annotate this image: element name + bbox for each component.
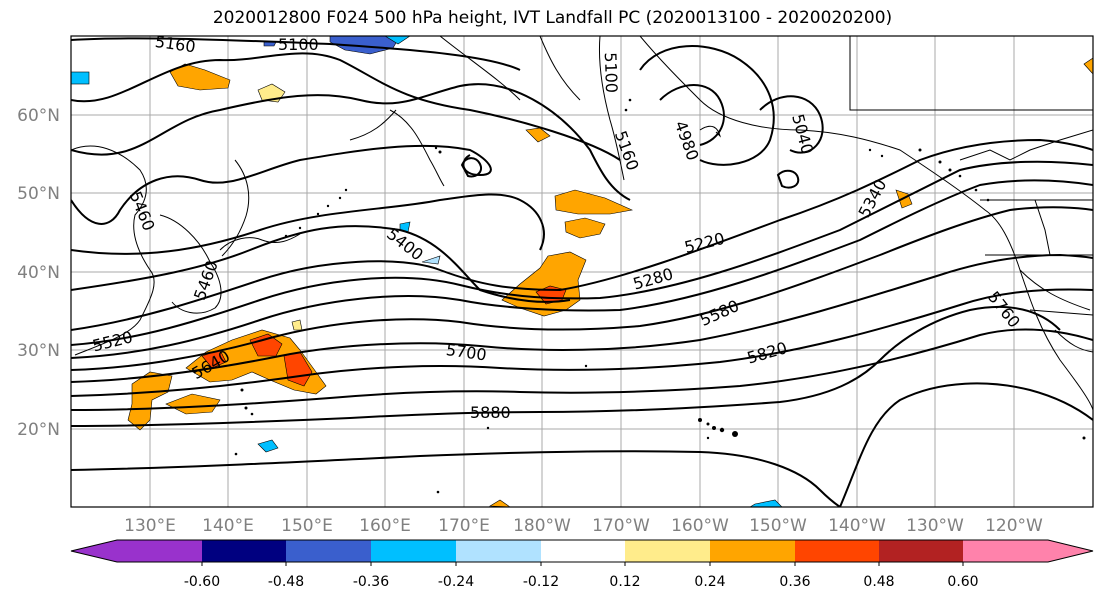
colorbar-segment [71, 540, 202, 562]
colorbar-segment [879, 540, 964, 562]
lon-tick-label: 130°W [906, 516, 964, 536]
colorbar: -0.60 -0.48 -0.36 -0.24 -0.12 0.12 0.24 … [70, 539, 1094, 590]
longitude-ticks: 130°E 140°E 150°E 160°E 170°E 180°W 170°… [124, 516, 1043, 536]
colorbar-segment [963, 540, 1093, 562]
colorbar-label: -0.48 [268, 574, 304, 590]
negative-patch [384, 36, 411, 45]
lon-tick-label: 150°E [281, 516, 333, 536]
colorbar-label: 0.48 [863, 574, 894, 590]
lat-tick-label: 20°N [17, 420, 60, 440]
lon-tick-label: 160°E [359, 516, 411, 536]
lat-tick-label: 60°N [17, 106, 60, 126]
negative-patch [257, 439, 279, 453]
height-contours [71, 37, 1093, 507]
lon-tick-label: 170°W [592, 516, 650, 536]
colorbar-segment [710, 540, 796, 562]
positive-patch [525, 127, 551, 143]
contour-label: 5880 [470, 403, 511, 422]
colorbar-label: -0.24 [438, 574, 474, 590]
lat-tick-label: 50°N [17, 184, 60, 204]
colorbar-label: -0.60 [184, 574, 220, 590]
colorbar-segment [541, 540, 626, 562]
lon-tick-label: 150°W [749, 516, 807, 536]
lon-tick-label: 140°W [828, 516, 886, 536]
colorbar-segment [456, 540, 542, 562]
colorbar-segment [625, 540, 711, 562]
positive-patch [291, 319, 303, 331]
colorbar-label: -0.36 [353, 574, 389, 590]
lat-tick-label: 30°N [17, 341, 60, 361]
latitude-ticks: 60°N 50°N 40°N 30°N 20°N [17, 106, 60, 440]
positive-patch [554, 189, 634, 215]
negative-patch [329, 36, 401, 55]
negative-patch [71, 71, 90, 85]
positive-patch [249, 333, 283, 357]
contour-label: 5100 [278, 35, 319, 54]
colorbar-segment [202, 540, 287, 562]
map-frame [70, 35, 1094, 508]
colorbar-label: 0.36 [779, 574, 810, 590]
lon-tick-label: 160°W [671, 516, 729, 536]
positive-patch [127, 371, 173, 431]
contour-label: 5100 [601, 52, 621, 93]
gridlines [71, 36, 1093, 507]
colorbar-label: 0.24 [694, 574, 725, 590]
lon-tick-label: 120°W [985, 516, 1043, 536]
islands [234, 98, 1086, 494]
colorbar-label: 0.60 [947, 574, 978, 590]
colorbar-label: 0.12 [609, 574, 640, 590]
colorbar-label: -0.12 [523, 574, 559, 590]
lat-tick-label: 40°N [17, 263, 60, 283]
negative-patch [421, 255, 441, 265]
negative-patch [749, 499, 783, 507]
colorbar-segment [795, 540, 880, 562]
lon-tick-label: 130°E [124, 516, 176, 536]
lon-tick-label: 140°E [202, 516, 254, 536]
lon-tick-label: 180°W [513, 516, 571, 536]
lon-tick-label: 170°E [438, 516, 490, 536]
positive-patch [564, 217, 606, 239]
colorbar-segment [371, 540, 457, 562]
map-title: 2020012800 F024 500 hPa height, IVT Land… [212, 8, 893, 28]
colorbar-segment [286, 540, 372, 562]
positive-patch [1083, 57, 1093, 75]
coastlines [71, 36, 1093, 411]
colorbar-outline [70, 539, 1094, 563]
